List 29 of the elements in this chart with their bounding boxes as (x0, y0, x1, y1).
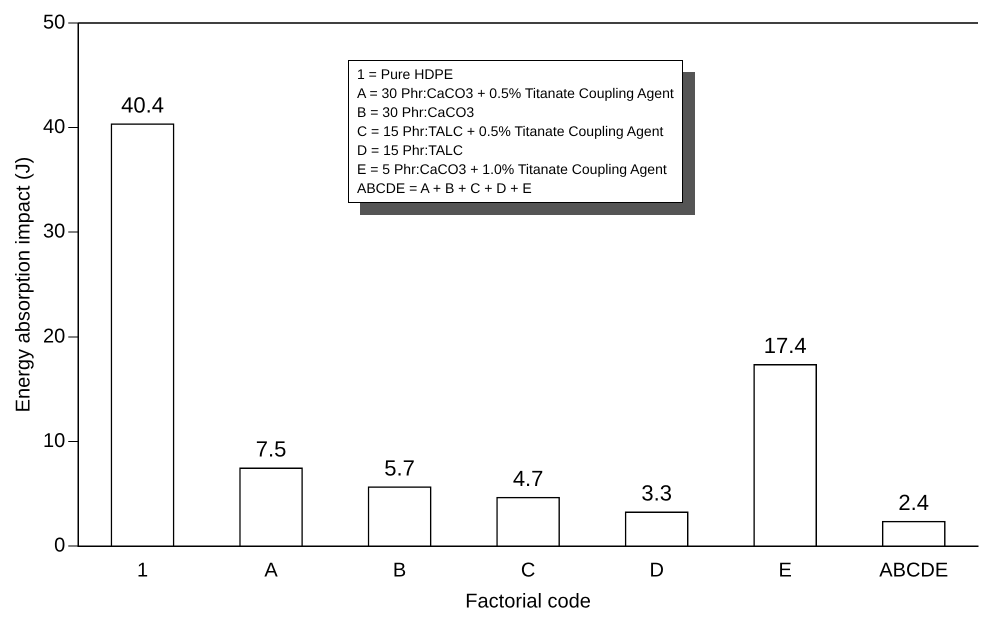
y-axis-title: Energy absorption impact (J) (12, 156, 35, 412)
x-axis-title: Factorial code (465, 590, 591, 613)
annotation: C = 15 Phr:TALC + 0.5% Titanate Coupling Agent (357, 122, 664, 141)
annotation: E = 5 Phr:CaCO3 + 1.0% Titanate Coupling Agent (357, 160, 668, 179)
x-tick-label: C (520, 560, 536, 582)
data-label: 17.4 (764, 333, 807, 358)
x-tick-label: A (264, 560, 278, 582)
y-tick-label: 20 (42, 325, 66, 348)
x-tick-label: E (778, 560, 792, 582)
annotation: 1 = Pure HDPE (357, 65, 454, 84)
x-tick-label: D (649, 560, 664, 582)
annotation: A = 30 Phr:CaCO3 + 0.5% Titanate Coupling Agent (357, 84, 674, 103)
annotation: ABCDE = A + B + C + D + E (357, 179, 533, 198)
data-label: 3.3 (641, 480, 672, 506)
data-label: 4.7 (512, 466, 544, 491)
y-tick-label: 10 (42, 430, 66, 452)
y-tick-label: 30 (42, 220, 66, 243)
x-tick-label: ABCDE (879, 560, 948, 582)
x-tick-label: B (392, 560, 406, 582)
y-tick-label: 40 (42, 116, 66, 138)
x-tick-label: 1 (136, 560, 148, 582)
data-label: 5.7 (384, 455, 415, 480)
data-label: 2.4 (898, 490, 930, 515)
annotation: D = 15 Phr:TALC (357, 141, 464, 160)
y-tick-label: 0 (54, 534, 66, 557)
y-tick-label: 50 (42, 12, 66, 34)
annotation: B = 30 Phr:CaCO3 (357, 103, 476, 122)
data-label: 40.4 (121, 92, 164, 118)
data-label: 7.5 (256, 436, 286, 462)
